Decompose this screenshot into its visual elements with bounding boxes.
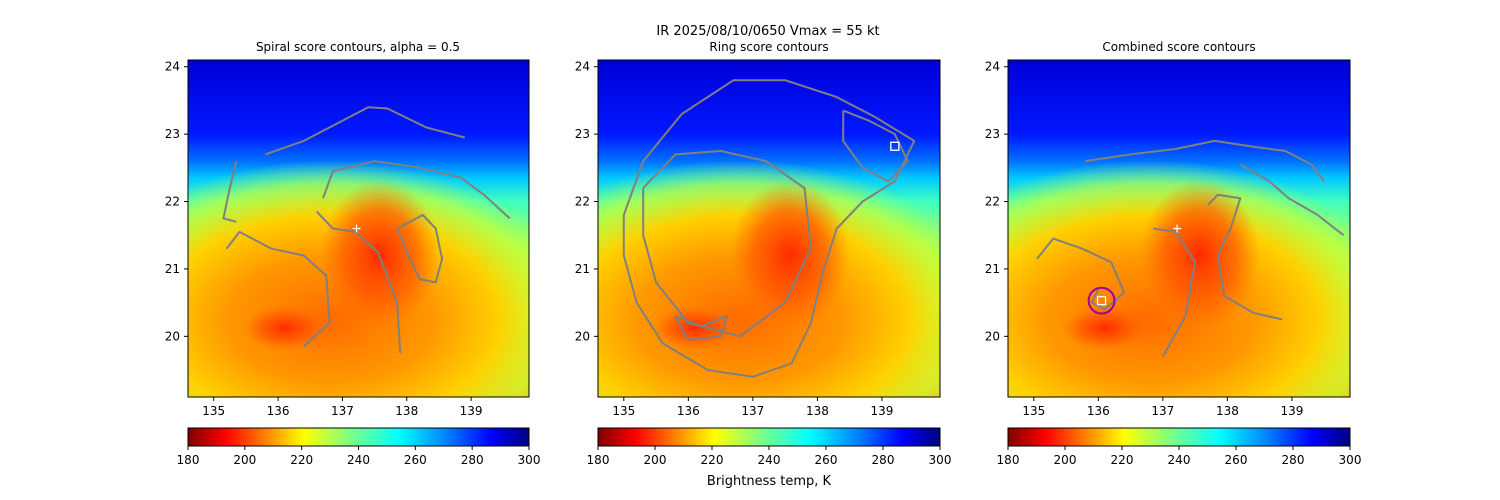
panel-title: Spiral score contours, alpha = 0.5 [256, 40, 460, 54]
colorbar-tick-label: 220 [290, 453, 313, 467]
x-tick-label: 139 [1280, 404, 1303, 418]
colorbar-tick-label: 200 [233, 453, 256, 467]
x-tick-label: 136 [267, 404, 290, 418]
x-tick-label: 136 [1087, 404, 1110, 418]
contour-line [1085, 139, 1325, 182]
square-marker [890, 141, 900, 151]
x-axis: 135 136 137 138 139 [1022, 397, 1303, 418]
x-tick-label: 135 [202, 404, 225, 418]
contour-line [264, 106, 465, 156]
colorbar-tick-label: 300 [1339, 453, 1362, 467]
colorbar-tick-label: 260 [1225, 453, 1248, 467]
x-tick-label: 135 [612, 404, 635, 418]
y-tick-label: 24 [985, 60, 1000, 74]
colorbar-scale [187, 427, 530, 447]
colorbar-tick-label: 180 [997, 453, 1020, 467]
y-tick-label: 22 [575, 195, 590, 209]
contour-line [396, 214, 444, 284]
colorbar-tick-label: 240 [758, 453, 781, 467]
contour-line [674, 315, 729, 341]
colorbar: 180 200 220 240 260 280 300 [177, 427, 541, 467]
colorbar-tick-label: 300 [929, 453, 952, 467]
colorbar-tick-label: 300 [518, 453, 541, 467]
ir-image [188, 60, 529, 397]
x-tick-label: 137 [1151, 404, 1174, 418]
x-tick-label: 136 [677, 404, 700, 418]
ir-image [1008, 60, 1350, 397]
square-marker [1096, 295, 1107, 306]
colorbar-label: Brightness temp, K [707, 474, 832, 489]
x-axis: 135 136 137 138 139 [202, 397, 483, 418]
y-axis: 20 21 22 23 24 [575, 60, 598, 343]
x-tick-label: 138 [395, 404, 418, 418]
y-tick-label: 24 [575, 60, 590, 74]
x-tick-label: 137 [741, 404, 764, 418]
contour-line [1153, 227, 1197, 358]
colorbar-tick-label: 280 [1282, 453, 1305, 467]
colorbar-tick-label: 180 [587, 453, 610, 467]
colorbar-tick-label: 240 [1168, 453, 1191, 467]
x-axis: 135 136 137 138 139 [612, 397, 893, 418]
figure-suptitle: IR 2025/08/10/0650 Vmax = 55 kt [656, 24, 879, 39]
colorbar-scale [1007, 427, 1351, 447]
y-tick-label: 22 [165, 195, 180, 209]
x-tick-label: 138 [1216, 404, 1239, 418]
colorbar-tick-label: 200 [644, 453, 667, 467]
y-tick-label: 20 [575, 329, 590, 343]
contour-line [622, 79, 916, 378]
y-tick-label: 22 [985, 195, 1000, 209]
center-marker [1173, 224, 1182, 233]
y-tick-label: 21 [575, 262, 590, 276]
center-circle [1087, 286, 1116, 315]
contour-line [1239, 163, 1345, 236]
colorbar-tick-label: 240 [347, 453, 370, 467]
panel-title: Combined score contours [1102, 40, 1255, 54]
x-tick-label: 137 [331, 404, 354, 418]
contour-group [622, 79, 916, 378]
y-tick-label: 23 [165, 127, 180, 141]
y-tick-label: 21 [165, 262, 180, 276]
center-marker [352, 224, 361, 233]
contour-line [315, 210, 402, 354]
contour-line [1207, 193, 1283, 321]
x-tick-label: 139 [460, 404, 483, 418]
x-tick-label: 138 [806, 404, 829, 418]
x-tick-label: 135 [1022, 404, 1045, 418]
contour-line [1036, 237, 1126, 311]
panel-title: Ring score contours [709, 40, 828, 54]
y-tick-label: 20 [165, 329, 180, 343]
y-tick-label: 21 [985, 262, 1000, 276]
contour-line [842, 109, 909, 183]
y-tick-label: 24 [165, 60, 180, 74]
contour-line [322, 160, 511, 220]
y-tick-label: 20 [985, 329, 1000, 343]
y-tick-label: 23 [985, 127, 1000, 141]
contour-line [642, 150, 812, 338]
ir-image [598, 60, 940, 397]
x-tick-label: 139 [870, 404, 893, 418]
colorbar-tick-label: 280 [872, 453, 895, 467]
colorbar-tick-label: 260 [815, 453, 838, 467]
contour-group [1036, 139, 1345, 358]
spiral-score-panel: Spiral score contours, alpha = 0.5 135 13… [165, 40, 541, 467]
combined-score-panel: Combined score contours 135 136 137 138 139 … [985, 40, 1362, 467]
y-tick-label: 23 [575, 127, 590, 141]
y-axis: 20 21 22 23 24 [165, 60, 188, 343]
colorbar-tick-label: 220 [701, 453, 724, 467]
contour-line [225, 230, 331, 348]
colorbar-tick-label: 180 [177, 453, 200, 467]
y-axis: 20 21 22 23 24 [985, 60, 1008, 343]
colorbar-scale [597, 427, 941, 447]
colorbar: 180 200 220 240 260 280 300 [587, 427, 952, 467]
colorbar-tick-label: 280 [461, 453, 484, 467]
contour-group [222, 106, 511, 354]
ring-score-panel: Ring score contours 135 136 137 138 139 20 21… [575, 40, 952, 467]
colorbar-tick-label: 260 [404, 453, 427, 467]
colorbar-tick-label: 220 [1111, 453, 1134, 467]
colorbar: 180 200 220 240 260 280 300 [997, 427, 1362, 467]
colorbar-tick-label: 200 [1054, 453, 1077, 467]
contour-line [222, 160, 238, 223]
